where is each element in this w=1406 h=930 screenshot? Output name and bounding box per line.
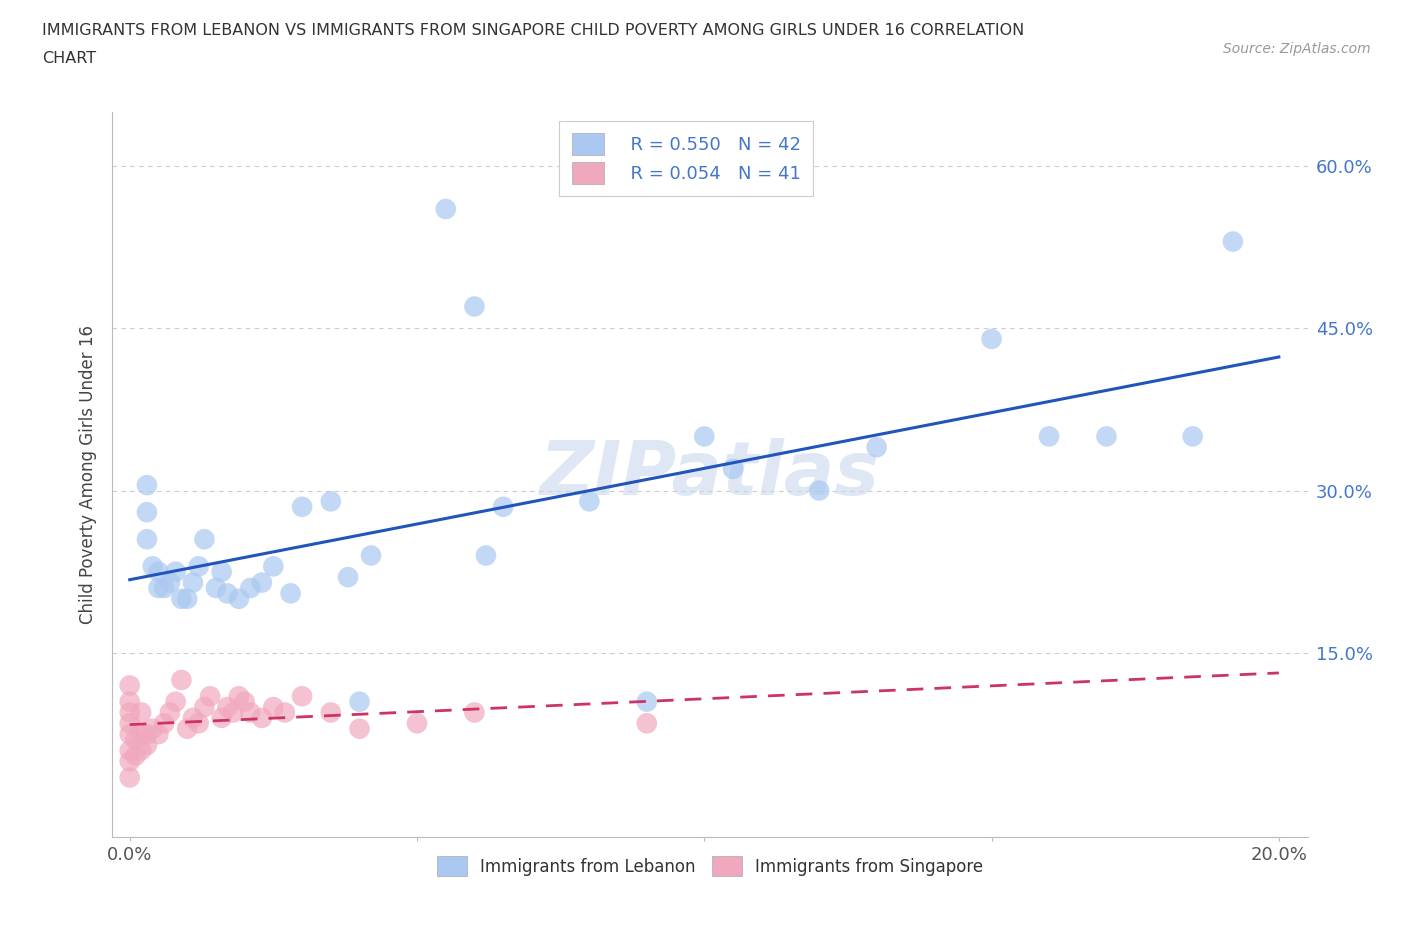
Point [463, 705, 485, 720]
Point [319, 494, 342, 509]
Point [1095, 429, 1118, 444]
Point [217, 586, 239, 601]
Point [148, 580, 170, 595]
Point [349, 694, 371, 709]
Point [176, 591, 198, 606]
Point [360, 548, 382, 563]
Point [118, 694, 141, 709]
Point [262, 559, 284, 574]
Point [170, 672, 193, 687]
Point [239, 705, 262, 720]
Point [1181, 429, 1204, 444]
Point [980, 331, 1002, 346]
Point [165, 694, 187, 709]
Point [228, 689, 250, 704]
Point [636, 694, 658, 709]
Point [217, 699, 239, 714]
Point [170, 591, 193, 606]
Point [1038, 429, 1060, 444]
Point [1222, 234, 1244, 249]
Point [193, 699, 215, 714]
Point [118, 743, 141, 758]
Point [153, 580, 176, 595]
Y-axis label: Child Poverty Among Girls Under 16: Child Poverty Among Girls Under 16 [79, 325, 97, 624]
Point [291, 499, 314, 514]
Point [721, 461, 744, 476]
Point [124, 749, 146, 764]
Point [198, 689, 221, 704]
Point [233, 694, 256, 709]
Point [148, 726, 170, 741]
Point [193, 532, 215, 547]
Point [250, 575, 273, 590]
Text: IMMIGRANTS FROM LEBANON VS IMMIGRANTS FROM SINGAPORE CHILD POVERTY AMONG GIRLS U: IMMIGRANTS FROM LEBANON VS IMMIGRANTS FR… [42, 23, 1025, 38]
Point [636, 716, 658, 731]
Point [250, 711, 273, 725]
Point [228, 591, 250, 606]
Point [118, 678, 141, 693]
Point [205, 580, 228, 595]
Text: CHART: CHART [42, 51, 96, 66]
Point [136, 737, 159, 752]
Point [866, 440, 889, 455]
Point [159, 705, 181, 720]
Point [129, 743, 152, 758]
Point [434, 202, 457, 217]
Point [211, 711, 233, 725]
Point [319, 705, 342, 720]
Point [176, 722, 198, 737]
Point [118, 726, 141, 741]
Point [239, 580, 262, 595]
Point [337, 570, 360, 585]
Legend: Immigrants from Lebanon, Immigrants from Singapore: Immigrants from Lebanon, Immigrants from… [430, 849, 990, 884]
Point [129, 705, 152, 720]
Point [136, 478, 159, 493]
Point [124, 732, 146, 747]
Point [142, 559, 165, 574]
Point [274, 705, 297, 720]
Point [153, 716, 176, 731]
Point [291, 689, 314, 704]
Point [475, 548, 498, 563]
Text: ZIPatlas: ZIPatlas [540, 438, 880, 511]
Point [181, 575, 204, 590]
Point [578, 494, 600, 509]
Point [118, 716, 141, 731]
Point [118, 770, 141, 785]
Point [181, 711, 204, 725]
Point [118, 705, 141, 720]
Point [136, 726, 159, 741]
Text: Source: ZipAtlas.com: Source: ZipAtlas.com [1223, 42, 1371, 56]
Point [349, 722, 371, 737]
Point [693, 429, 716, 444]
Point [492, 499, 515, 514]
Point [159, 575, 181, 590]
Point [136, 505, 159, 520]
Point [808, 483, 831, 498]
Point [463, 299, 485, 314]
Point [136, 532, 159, 547]
Point [129, 726, 152, 741]
Point [118, 754, 141, 769]
Point [187, 559, 209, 574]
Point [142, 722, 165, 737]
Point [165, 565, 187, 579]
Point [211, 565, 233, 579]
Point [148, 565, 170, 579]
Point [187, 716, 209, 731]
Point [406, 716, 429, 731]
Point [262, 699, 284, 714]
Point [280, 586, 302, 601]
Point [222, 705, 245, 720]
